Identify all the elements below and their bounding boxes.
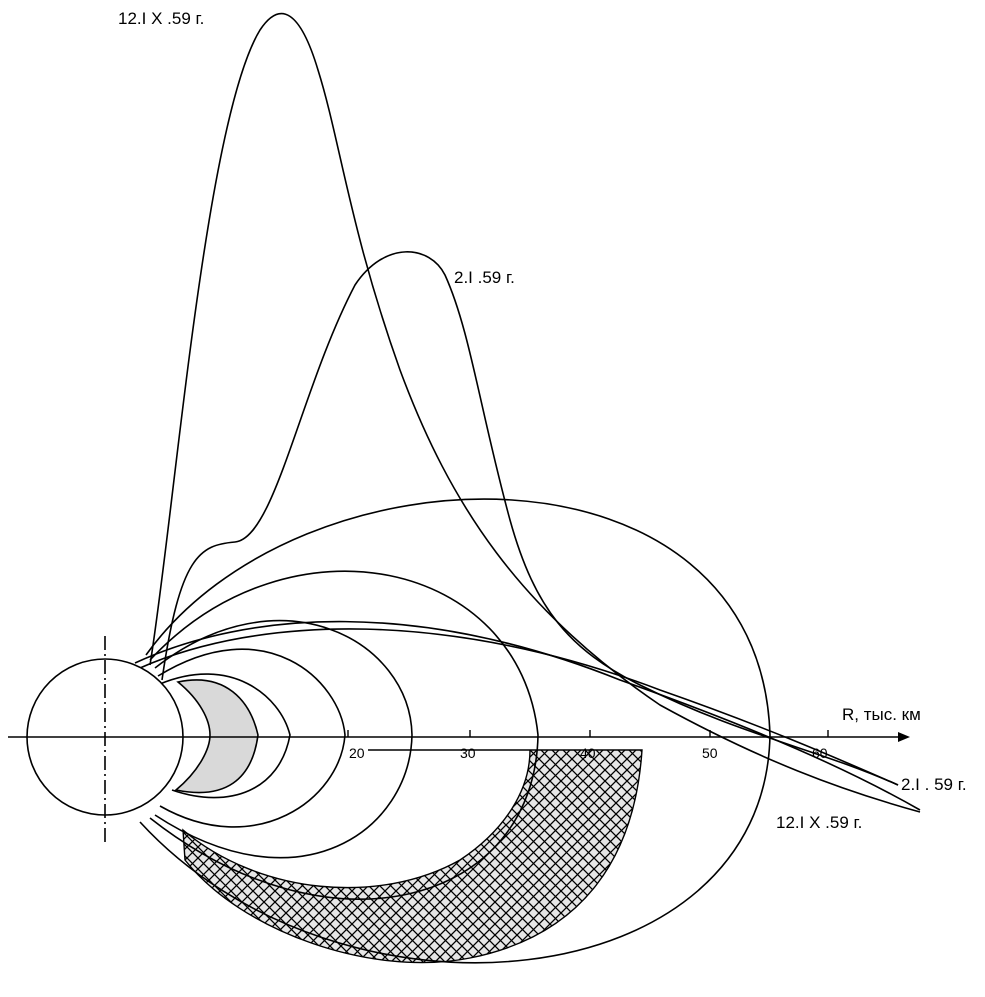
boundary-2i59 (161, 251, 899, 786)
field-line-1 (159, 673, 291, 799)
field-line-4 (149, 570, 539, 900)
tick-label-60: 60 (812, 745, 828, 761)
label-12ix59-top: 12.I X .59 г. (118, 9, 204, 28)
r-axis-ticks (347, 730, 829, 737)
field-line-3 (154, 619, 413, 859)
cusp-line-2i59 (139, 628, 899, 786)
boundary-12ix59 (149, 12, 921, 813)
r-axis-label: R, тыс. км (842, 705, 921, 724)
tick-label-40: 40 (580, 745, 596, 761)
field-line-5 (139, 498, 771, 964)
label-2i59-right: 2.I . 59 г. (901, 775, 967, 794)
label-2i59-top: 2.I .59 г. (454, 268, 515, 287)
tick-label-50: 50 (702, 745, 718, 761)
r-axis-arrow (898, 732, 910, 742)
cusp-line-12ix59 (134, 620, 921, 811)
outer-zone-hatched (182, 749, 643, 964)
field-line-2 (157, 648, 346, 828)
label-12ix59-right: 12.I X .59 г. (776, 813, 862, 832)
tick-label-20: 20 (349, 745, 365, 761)
tick-label-30: 30 (460, 745, 476, 761)
